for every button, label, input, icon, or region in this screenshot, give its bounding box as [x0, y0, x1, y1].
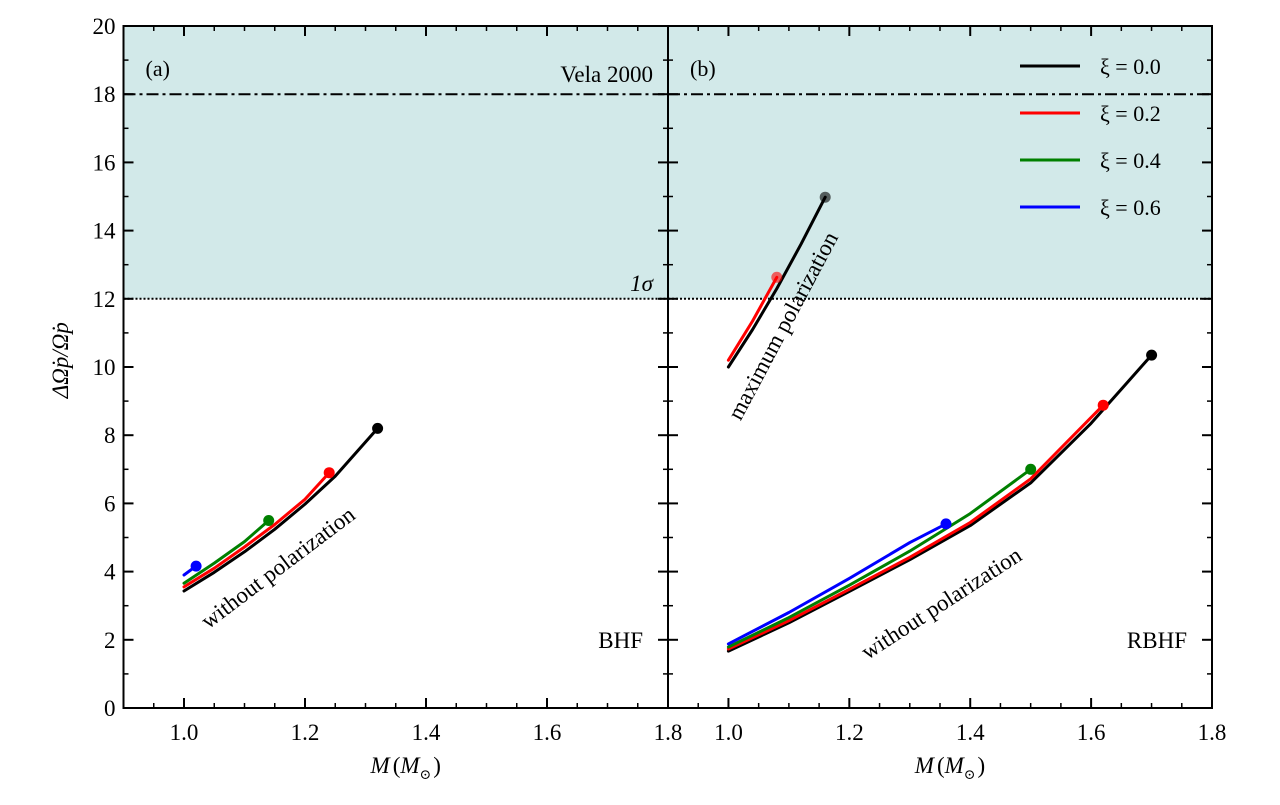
legend-entry: ξ = 0.0 — [1020, 54, 1161, 79]
y-tick-label: 4 — [104, 560, 116, 585]
x-tick-label: 1.2 — [835, 720, 864, 745]
x-axis-label-main: M — [914, 753, 936, 778]
series-line-0.4-without-polarization — [182, 519, 271, 585]
legend-label: ξ = 0.4 — [1100, 148, 1161, 173]
legend-label: ξ = 0.2 — [1100, 101, 1161, 126]
legend-label: ξ = 0.6 — [1100, 195, 1161, 220]
curves — [182, 422, 384, 593]
series-line-0.0-without-polarization — [182, 426, 380, 593]
legend: ξ = 0.0 ξ = 0.2 ξ = 0.4 ξ = 0.6 — [1020, 54, 1161, 220]
panel-label: (a) — [146, 56, 170, 81]
y-tick-label: 2 — [104, 628, 116, 653]
series-endpoint-marker — [771, 271, 783, 283]
legend-entry: ξ = 0.6 — [1020, 195, 1161, 220]
x-tick-label: 1.6 — [533, 720, 562, 745]
y-tick-label: 6 — [104, 491, 116, 516]
y-axis-label: ΔΩ̇p/Ω̇p — [48, 322, 73, 399]
series-endpoint-marker — [1146, 349, 1158, 361]
series-line-0.6-without-polarization — [726, 522, 948, 646]
x-axis-label-main: M — [370, 753, 392, 778]
x-tick-labels: 1.0 1.2 1.4 1.6 1.8 — [170, 720, 683, 745]
series-endpoint-marker — [819, 191, 831, 203]
legend-entry: ξ = 0.2 — [1020, 101, 1161, 126]
y-tick-label: 8 — [104, 423, 116, 448]
one-sigma-label: 1σ — [630, 271, 655, 296]
curves — [726, 191, 1158, 653]
y-tick-label: 20 — [93, 14, 116, 39]
x-tick-label: 1.0 — [714, 720, 743, 745]
model-label-rbhf: RBHF — [1127, 628, 1187, 653]
y-tick-labels: 0 2 4 6 8 10 12 14 16 18 20 — [93, 14, 117, 721]
series-line-0.0-without-polarization — [726, 353, 1154, 653]
x-tick-label: 1.8 — [1198, 720, 1227, 745]
y-tick-label: 0 — [104, 696, 116, 721]
x-tick-label: 1.0 — [170, 720, 199, 745]
series-line-0.2-maximum-polarization — [726, 275, 779, 362]
legend-label: ξ = 0.0 — [1100, 54, 1161, 79]
series-endpoint-marker — [263, 515, 275, 526]
series-endpoint-marker — [1025, 463, 1037, 475]
shaded-band — [668, 26, 1212, 299]
y-tick-label: 10 — [93, 355, 116, 380]
series-endpoint-marker — [323, 467, 335, 479]
x-tick-label: 1.2 — [291, 720, 320, 745]
series-endpoint-marker — [1097, 399, 1109, 411]
x-tick-label: 1.4 — [956, 720, 985, 745]
x-tick-label: 1.4 — [412, 720, 441, 745]
y-tick-label: 14 — [93, 219, 117, 244]
x-tick-label: 1.8 — [654, 720, 683, 745]
x-tick-label: 1.6 — [1077, 720, 1106, 745]
x-tick-labels: 1.0 1.2 1.4 1.6 1.8 — [714, 720, 1226, 745]
series-endpoint-marker — [190, 560, 202, 572]
series-line-0.2-without-polarization — [182, 471, 331, 589]
y-tick-label: 18 — [93, 82, 116, 107]
series-endpoint-marker — [940, 518, 952, 530]
series-line-0.4-without-polarization — [726, 467, 1033, 649]
y-tick-label: 12 — [93, 287, 116, 312]
panel-label: (b) — [690, 56, 716, 81]
vela-2000-label: Vela 2000 — [560, 62, 653, 87]
series-endpoint-marker — [372, 422, 384, 434]
model-label-bhf: BHF — [598, 628, 643, 653]
legend-entry: ξ = 0.4 — [1020, 148, 1161, 173]
panel-a: (a) Vela 2000 1σ BHF without polarizatio… — [48, 14, 682, 783]
x-axis-label: M (M⊙) — [914, 753, 985, 783]
x-axis-label: M (M⊙) — [370, 753, 441, 783]
series-line-0.0-maximum-polarization — [726, 195, 827, 369]
shaded-band — [123, 26, 668, 299]
panel-b: (b) RBHF maximum polarization without po… — [667, 25, 1226, 783]
axes-frame — [667, 25, 1213, 709]
y-tick-label: 16 — [93, 150, 116, 175]
series-line-0.2-without-polarization — [726, 403, 1105, 651]
